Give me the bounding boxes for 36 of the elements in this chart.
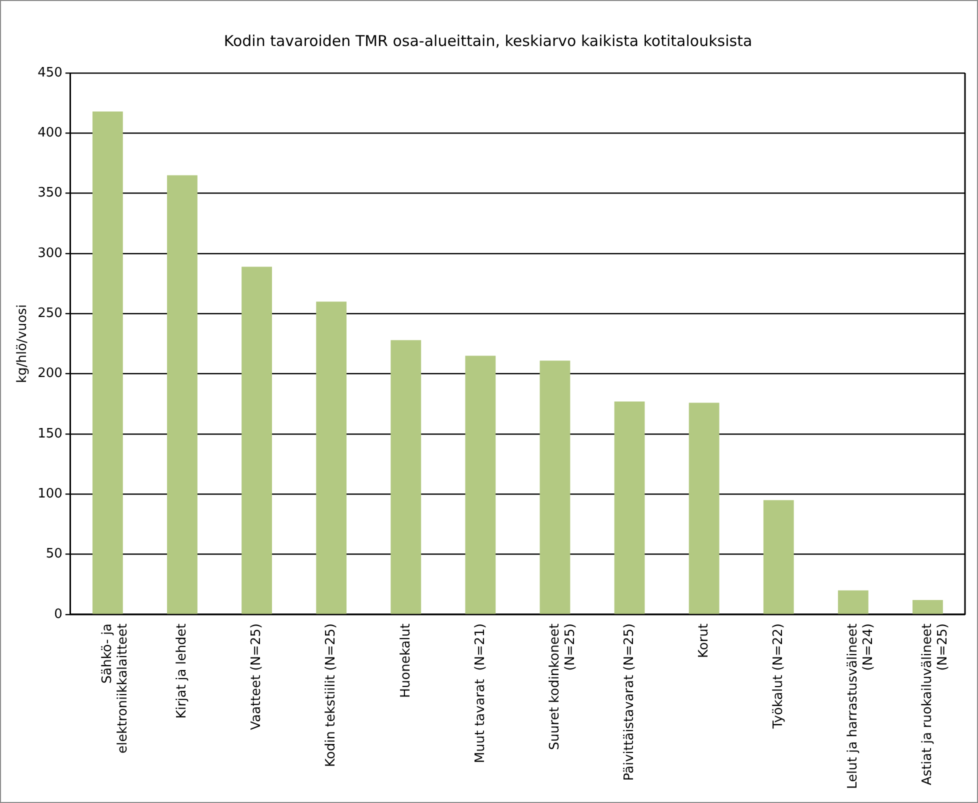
y-axis-title: kg/hlö/vuosi	[15, 304, 30, 384]
y-tick-label: 100	[38, 486, 62, 502]
bar	[92, 112, 123, 614]
y-tick-label: 350	[38, 186, 62, 201]
x-tick-label: Muut tavarat (N=21)	[472, 623, 488, 764]
bar	[540, 360, 570, 614]
bar	[912, 600, 943, 614]
y-tick-label: 0	[54, 606, 62, 622]
bar	[838, 590, 868, 614]
bar	[688, 402, 720, 614]
x-tick-label: Lelut ja harrastusvälineet (N=24)	[846, 623, 876, 790]
bar	[316, 302, 347, 614]
bar	[242, 266, 272, 614]
y-tick-label: 250	[38, 306, 62, 322]
bar	[614, 401, 645, 614]
x-tick-label: Työkalut (N=22)	[771, 623, 786, 730]
x-tick-label: Astiat ja ruokailuvälineet (N=25)	[920, 623, 951, 786]
chart-title: Kodin tavaroiden TMR osa-alueittain, keskiarvo kaikista kotitalouksista	[224, 32, 752, 50]
bar	[465, 356, 496, 614]
x-tick-label: Kodin tekstiilit (N=25)	[324, 623, 339, 768]
bar	[167, 175, 198, 614]
bar	[390, 340, 422, 614]
x-tick-label: Korut	[696, 623, 712, 658]
y-tick-label: 300	[38, 246, 62, 261]
y-tick-label: 50	[46, 546, 62, 562]
x-tick-label: Sähkö- ja elektroniikkalaitteet	[100, 623, 131, 754]
y-tick-label: 200	[38, 366, 62, 382]
x-tick-label: Kirjat ja lehdet	[174, 623, 190, 719]
x-tick-label: Päivittäistavarat (N=25)	[622, 623, 637, 781]
y-tick-label: 150	[38, 426, 62, 442]
bar	[763, 500, 794, 614]
x-tick-label: Huonekalut	[398, 623, 414, 698]
x-tick-label: Suuret kodinkoneet (N=25)	[547, 623, 578, 750]
y-tick-label: 400	[38, 126, 62, 141]
y-tick-label: 450	[38, 65, 62, 80]
x-tick-label: Vaatteet (N=25)	[249, 623, 264, 730]
